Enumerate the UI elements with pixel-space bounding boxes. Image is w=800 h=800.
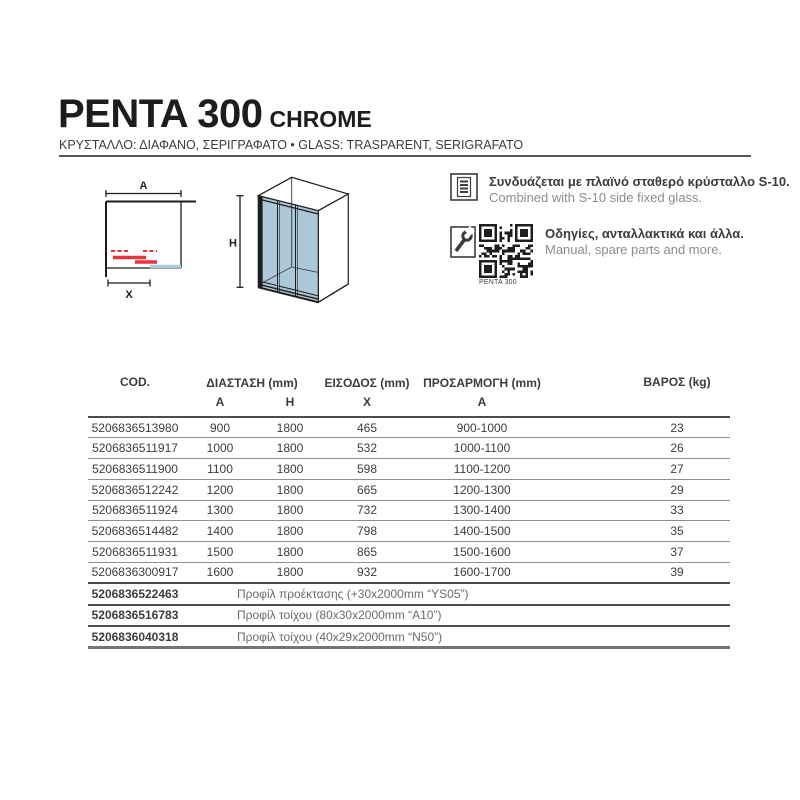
entry-dim-label: X (125, 289, 133, 301)
sub-header-a: A (215, 395, 225, 409)
col-header-dimension: ΔΙΑΣΤΑΣΗ (mm) (206, 376, 298, 390)
adjustment-cell: 1100-1200 (453, 461, 511, 476)
accessory-row: 5206836040318 Προφίλ τοίχου (40x29x2000m… (88, 626, 730, 648)
accessory-description: Προφίλ τοίχου (40x29x2000mm “N50”) (237, 629, 443, 644)
combined-note-en: Combined with S-10 side fixed glass. (489, 190, 703, 205)
perspective-diagram: H (229, 176, 350, 304)
table-row: 5206836511917 1000 1800 532 1000-1100 26 (88, 438, 730, 459)
manual-note-el: Οδηγίες, ανταλλακτικά και άλλα. (545, 226, 744, 241)
sub-header-x: X (362, 395, 371, 409)
weight-cell: 33 (670, 503, 684, 518)
door-panels-glyph (111, 250, 181, 269)
manual-note-en: Manual, spare parts and more. (545, 242, 723, 257)
accessory-row: 5206836522463 Προφίλ προέκτασης (+30x200… (88, 583, 730, 605)
code-cell: 5206836511924 (92, 503, 178, 518)
col-header-weight: ΒΑΡΟΣ (kg) (643, 375, 711, 389)
code-cell: 5206836512242 (91, 482, 179, 497)
sub-header-h: H (285, 395, 295, 409)
code-cell: 5206836513980 (91, 420, 179, 435)
dim-a-cell: 1600 (206, 565, 234, 580)
col-header-entry: ΕΙΣΟΔΟΣ (mm) (324, 376, 410, 390)
col-header-cod: COD. (120, 375, 150, 389)
entry-x-cell: 932 (356, 565, 378, 580)
width-dim-label: A (140, 180, 148, 192)
weight-cell: 23 (670, 420, 684, 435)
col-header-adjustment: ΠΡΟΣΑΡΜΟΓΗ (mm) (423, 376, 541, 390)
dim-h-cell: 1800 (276, 503, 304, 518)
accessory-description: Προφίλ τοίχου (80x30x2000mm “A10”) (237, 608, 442, 623)
entry-x-cell: 865 (356, 544, 378, 559)
dim-h-cell: 1800 (276, 441, 304, 456)
code-cell: 5206836511917 (92, 441, 178, 456)
header-divider (59, 155, 751, 157)
table-group-header-row: COD. ΔΙΑΣΤΑΣΗ (mm) ΕΙΣΟΔΟΣ (mm) ΠΡΟΣΑΡΜΟ… (88, 370, 730, 393)
table-row: 5206836300917 1600 1800 932 1600-1700 39 (88, 562, 730, 583)
adjustment-cell: 900-1000 (456, 420, 508, 435)
table-row: 5206836513980 900 1800 465 900-1000 23 (88, 417, 730, 438)
table-row: 5206836512242 1200 1800 665 1200-1300 29 (88, 479, 730, 500)
qr-block: PENTA 300 (479, 224, 533, 286)
adjustment-cell: 1500-1600 (453, 544, 511, 559)
dim-h-cell: 1800 (276, 544, 304, 559)
code-cell: 5206836514482 (91, 524, 179, 539)
weight-cell: 37 (670, 544, 684, 559)
entry-x-cell: 465 (356, 420, 378, 435)
adjustment-cell: 1000-1100 (453, 441, 511, 456)
dim-a-cell: 1400 (206, 524, 234, 539)
table-row: 5206836514482 1400 1800 798 1400-1500 35 (88, 521, 730, 542)
entry-x-cell: 732 (356, 503, 378, 518)
code-cell: 5206836516783 (91, 608, 179, 623)
adjustment-cell: 1600-1700 (453, 565, 511, 580)
entry-x-cell: 798 (356, 524, 378, 539)
dim-h-cell: 1800 (276, 482, 304, 497)
code-cell: 5206836300917 (91, 565, 179, 580)
dim-a-cell: 1200 (206, 482, 234, 497)
top-view-diagram: A X (105, 180, 196, 301)
code-cell: 5206836040318 (91, 629, 179, 644)
sub-header-a2: A (477, 395, 487, 409)
adjustment-cell: 1400-1500 (453, 524, 511, 539)
adjustment-cell: 1300-1400 (453, 503, 511, 518)
height-dim-label: H (229, 238, 237, 250)
table-row: 5206836511924 1300 1800 732 1300-1400 33 (88, 500, 730, 521)
product-name: PENTA 300 (58, 92, 263, 136)
qr-caption: PENTA 300 (479, 279, 517, 286)
entry-x-cell: 532 (356, 441, 378, 456)
weight-cell: 35 (670, 524, 684, 539)
dim-a-cell: 900 (209, 420, 231, 435)
code-cell: 5206836511931 (92, 544, 178, 559)
table-row: 5206836511900 1100 1800 598 1100-1200 27 (88, 459, 730, 480)
dim-h-cell: 1800 (276, 524, 304, 539)
weight-cell: 39 (670, 565, 684, 580)
table-row: 5206836511931 1500 1800 865 1500-1600 37 (88, 542, 730, 563)
dim-a-cell: 1500 (206, 544, 234, 559)
accessory-row: 5206836516783 Προφίλ τοίχου (80x30x2000m… (88, 605, 730, 626)
spec-sheet-icon (450, 173, 478, 201)
wrench-icon (450, 226, 476, 258)
code-cell: 5206836511900 (92, 461, 178, 476)
combined-note-el: Συνδυάζεται με πλαϊνό σταθερό κρύσταλλο … (489, 174, 790, 189)
table-sub-header-row: A H X A (88, 393, 730, 417)
qr-code (479, 224, 533, 278)
accessory-description: Προφίλ προέκτασης (+30x2000mm “YS05”) (237, 586, 469, 601)
page-subtitle: ΚΡΥΣΤΑΛΛΟ: ΔΙΑΦΑΝΟ, ΣΕΡΙΓΡΑΦΑΤΟ • GLASS:… (59, 138, 524, 152)
entry-x-cell: 598 (356, 461, 378, 476)
dim-h-cell: 1800 (276, 461, 304, 476)
weight-cell: 29 (670, 482, 684, 497)
adjustment-cell: 1200-1300 (453, 482, 511, 497)
dim-a-cell: 1300 (206, 503, 234, 518)
dim-h-cell: 1800 (276, 420, 304, 435)
wall-profile-bar (258, 195, 263, 289)
dim-h-cell: 1800 (276, 565, 304, 580)
weight-cell: 26 (670, 441, 684, 456)
code-cell: 5206836522463 (91, 586, 179, 601)
spec-table: COD. ΔΙΑΣΤΑΣΗ (mm) ΕΙΣΟΔΟΣ (mm) ΠΡΟΣΑΡΜΟ… (88, 370, 730, 649)
page-title: PENTA 300 CHROME (58, 92, 372, 137)
weight-cell: 27 (670, 461, 684, 476)
product-finish: CHROME (269, 106, 372, 132)
dim-a-cell: 1100 (207, 461, 233, 476)
entry-x-cell: 665 (356, 482, 378, 497)
dim-a-cell: 1000 (206, 441, 234, 456)
